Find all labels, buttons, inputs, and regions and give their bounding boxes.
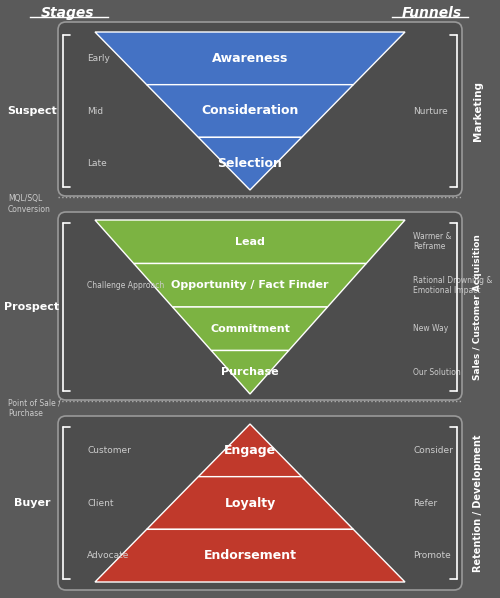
- Text: Engage: Engage: [224, 444, 276, 457]
- Text: Sales / Customer Acquisition: Sales / Customer Acquisition: [474, 234, 482, 380]
- Polygon shape: [198, 424, 302, 477]
- Text: Selection: Selection: [218, 157, 282, 170]
- Text: Commitment: Commitment: [210, 324, 290, 334]
- Text: Lead: Lead: [235, 237, 265, 247]
- Text: Retention / Development: Retention / Development: [473, 434, 483, 572]
- Polygon shape: [95, 32, 405, 85]
- FancyBboxPatch shape: [58, 22, 462, 196]
- Text: Suspect: Suspect: [7, 106, 57, 116]
- Text: Loyalty: Loyalty: [224, 496, 276, 509]
- Text: Funnels: Funnels: [402, 6, 462, 20]
- Text: Endorsement: Endorsement: [204, 549, 296, 562]
- Polygon shape: [172, 307, 328, 350]
- Text: Challenge Approach: Challenge Approach: [87, 280, 164, 290]
- Text: Customer: Customer: [87, 446, 131, 455]
- Polygon shape: [146, 477, 354, 529]
- Text: Our Solution: Our Solution: [413, 368, 461, 377]
- Text: New Way: New Way: [413, 324, 448, 333]
- Text: Warmer &
Reframe: Warmer & Reframe: [413, 232, 452, 251]
- Text: Opportunity / Fact Finder: Opportunity / Fact Finder: [171, 280, 329, 290]
- Text: Client: Client: [87, 499, 114, 508]
- Text: Awareness: Awareness: [212, 52, 288, 65]
- Text: Refer: Refer: [413, 499, 437, 508]
- Text: Early: Early: [87, 54, 110, 63]
- Text: Rational Drowning &
Emotional Impact: Rational Drowning & Emotional Impact: [413, 276, 492, 295]
- Text: Mid: Mid: [87, 106, 103, 115]
- Text: Point of Sale /
Purchase: Point of Sale / Purchase: [8, 398, 61, 417]
- Text: Prospect: Prospect: [4, 302, 60, 312]
- Polygon shape: [134, 264, 366, 307]
- Polygon shape: [211, 350, 289, 394]
- Text: Nurture: Nurture: [413, 106, 448, 115]
- Text: Buyer: Buyer: [14, 498, 50, 508]
- Text: Consider: Consider: [413, 446, 453, 455]
- Text: Promote: Promote: [413, 551, 451, 560]
- Text: Stages: Stages: [41, 6, 95, 20]
- Polygon shape: [198, 138, 302, 190]
- Text: MQL/SQL
Conversion: MQL/SQL Conversion: [8, 194, 51, 213]
- Polygon shape: [95, 529, 405, 582]
- Polygon shape: [95, 220, 405, 264]
- Text: Marketing: Marketing: [473, 81, 483, 141]
- Text: Consideration: Consideration: [202, 105, 298, 117]
- Text: Late: Late: [87, 159, 107, 168]
- FancyBboxPatch shape: [58, 416, 462, 590]
- Text: Purchase: Purchase: [221, 367, 279, 377]
- FancyBboxPatch shape: [58, 212, 462, 400]
- Polygon shape: [146, 85, 354, 138]
- Text: Advocate: Advocate: [87, 551, 130, 560]
